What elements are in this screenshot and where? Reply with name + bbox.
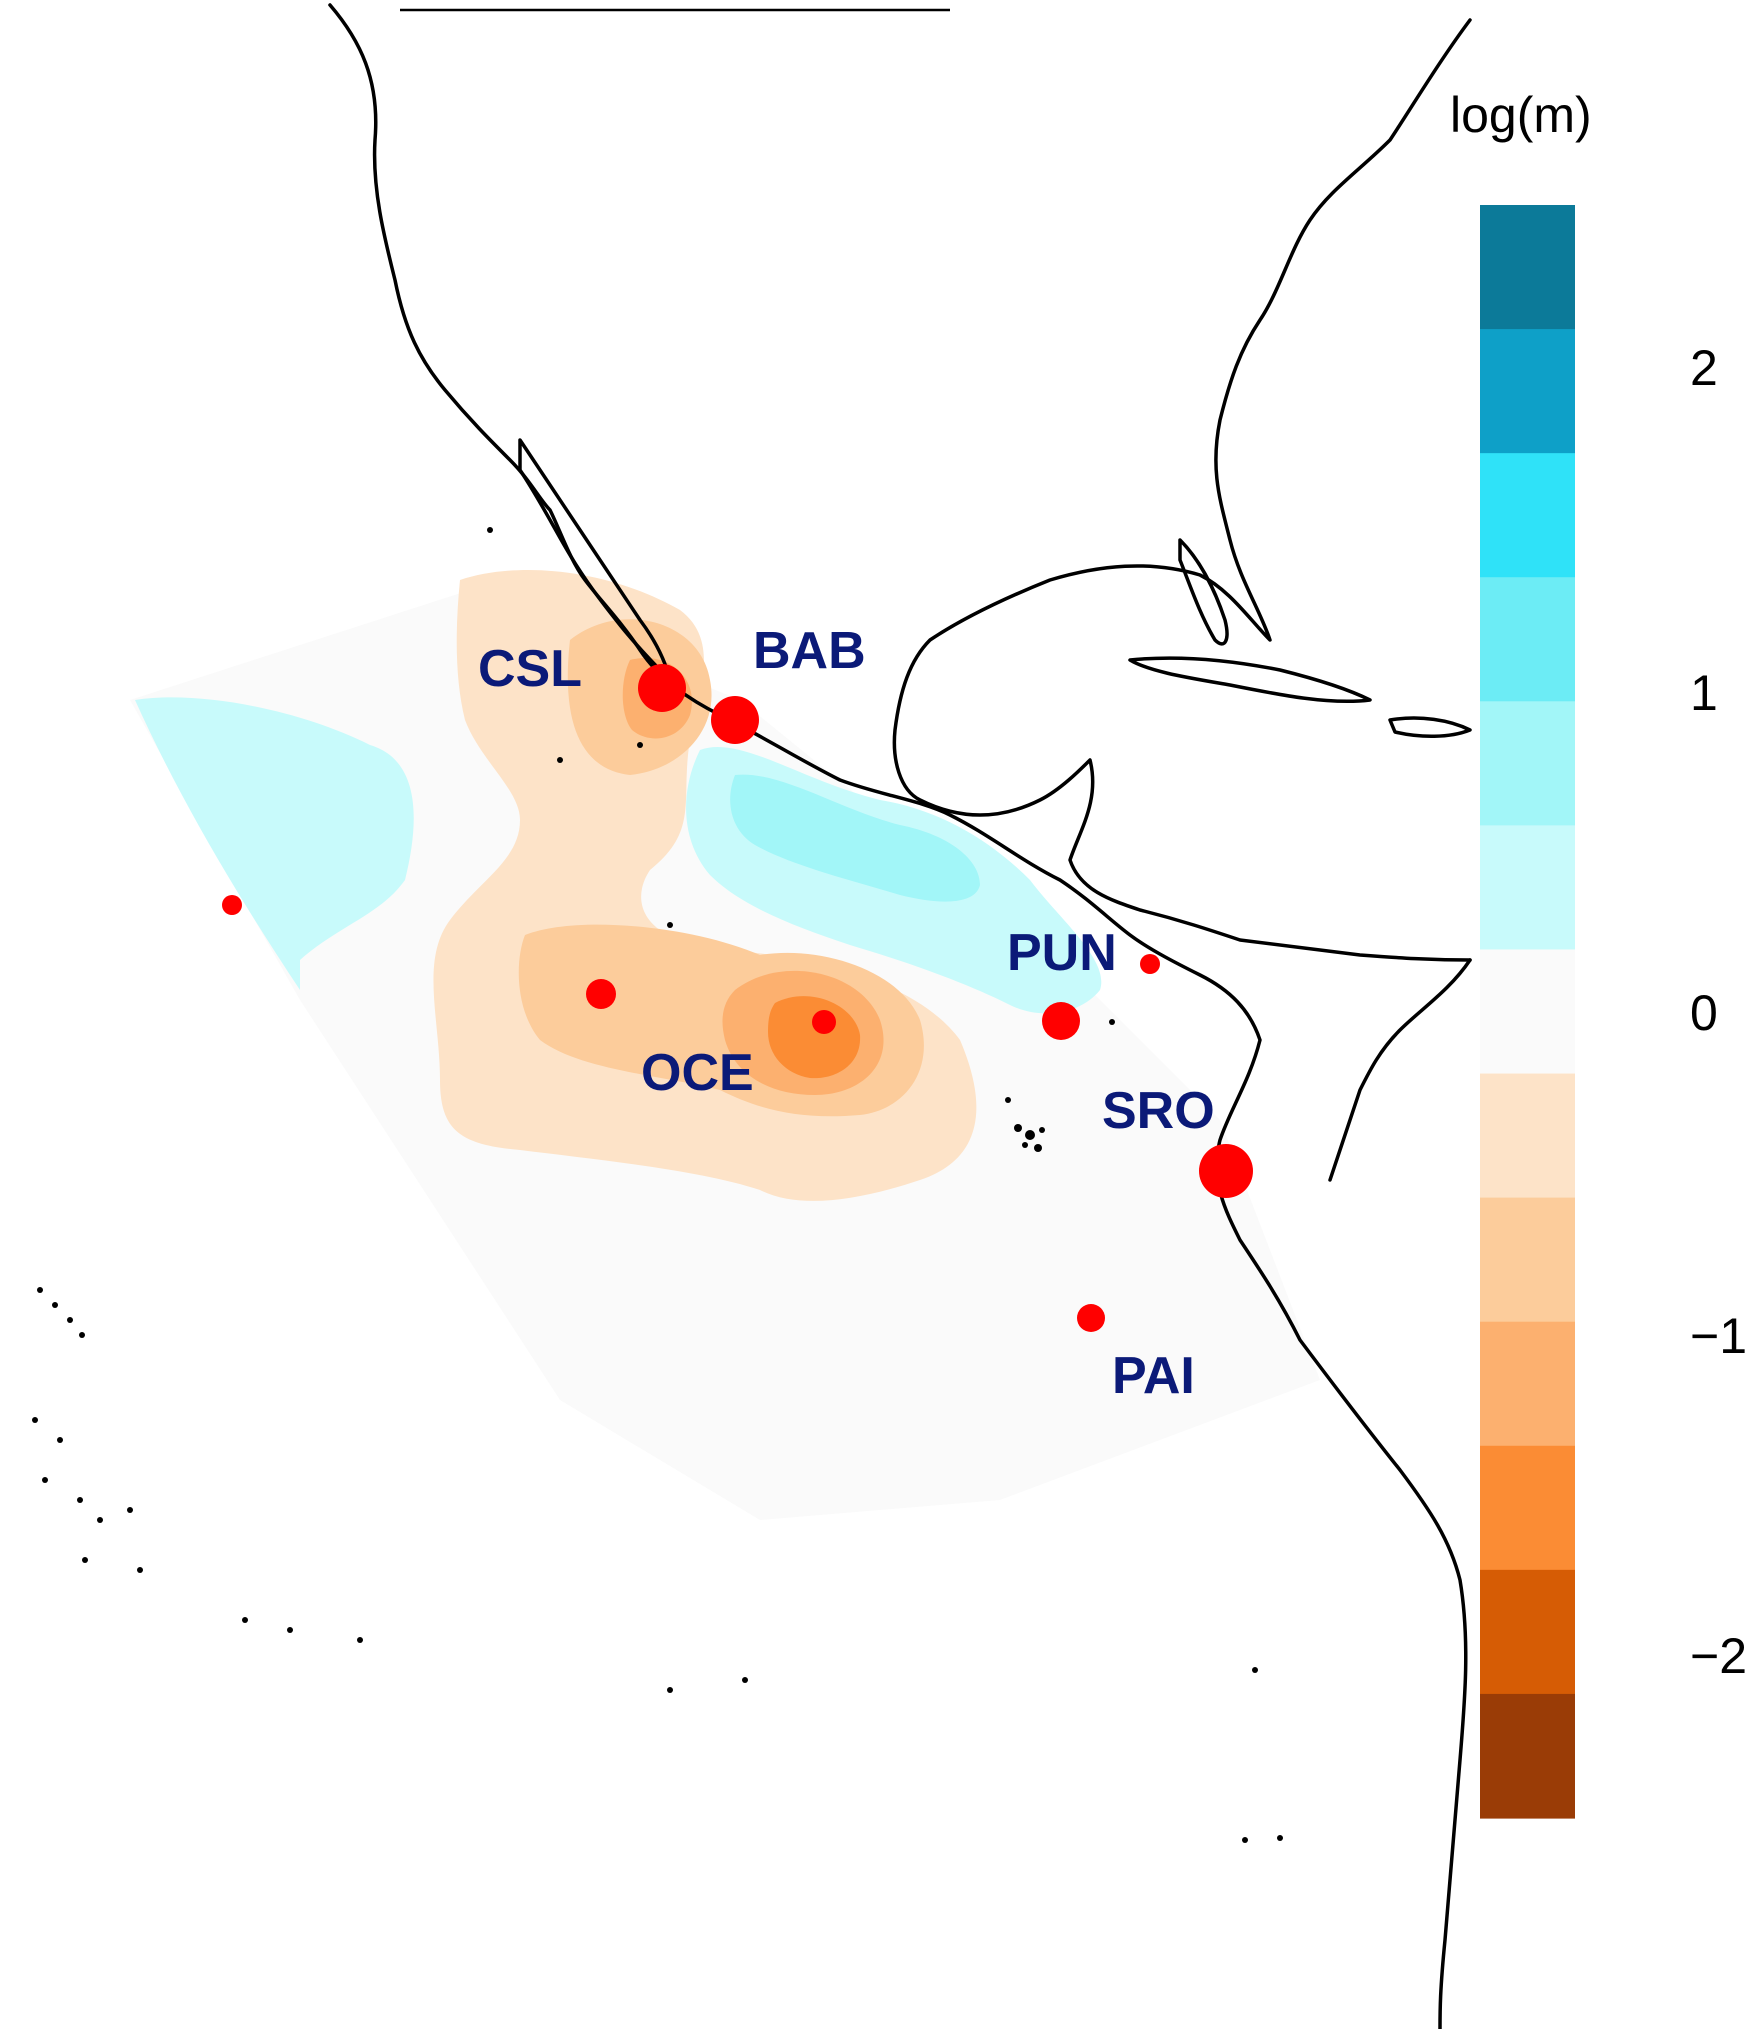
legend-bin-12: [1480, 1693, 1575, 1819]
legend-tick-neg2: −2: [1690, 1628, 1747, 1684]
legend-bin-9: [1480, 1321, 1575, 1447]
legend-tick-2: 2: [1690, 340, 1718, 396]
site-label-oce: OCE: [641, 1044, 754, 1102]
legend-bin-3: [1480, 577, 1575, 702]
legend-title: log(m): [1450, 87, 1592, 143]
site-markers: [222, 664, 1253, 1332]
hispaniola-island: [1388, 716, 1472, 739]
site-marker-pun[interactable]: [1140, 954, 1160, 974]
legend-tick-neg1: −1: [1690, 1308, 1747, 1364]
site-marker-oce-west[interactable]: [586, 979, 616, 1009]
legend-bin-8: [1480, 1197, 1575, 1323]
surface-positive-west: [135, 697, 414, 990]
site-label-csl: CSL: [478, 640, 582, 698]
legend-tick-1: 1: [1690, 665, 1718, 721]
legend-color-bar: [1480, 205, 1575, 1819]
cuba-island: [1128, 656, 1372, 704]
site-marker-west[interactable]: [222, 895, 242, 915]
legend-bin-10: [1480, 1445, 1575, 1571]
coastline-layer: [32, 3, 1472, 2029]
site-marker-oce[interactable]: [812, 1010, 836, 1034]
site-label-bab: BAB: [753, 622, 866, 680]
legend-bin-11: [1480, 1569, 1575, 1695]
atlantic-coastline: [892, 18, 1472, 962]
site-label-pai: PAI: [1112, 1347, 1195, 1405]
legend-bin-1: [1480, 329, 1575, 454]
site-label-sro: SRO: [1102, 1082, 1215, 1140]
legend-bin-7: [1480, 1073, 1575, 1199]
site-labels: CSL BAB PUN OCE SRO PAI: [478, 622, 1215, 1405]
surface-layer: [130, 570, 1320, 1520]
legend: log(m) 2 1 0 −1 −2: [1450, 87, 1747, 1819]
legend-bin-4: [1480, 701, 1575, 826]
legend-bin-6: [1480, 949, 1575, 1075]
site-marker-sro[interactable]: [1199, 1144, 1253, 1198]
site-marker-csl[interactable]: [638, 664, 686, 712]
pacific-islands: [32, 527, 1283, 1843]
surface-negative-oce-core: [768, 996, 861, 1079]
florida-peninsula: [1178, 538, 1229, 646]
legend-tick-0: 0: [1690, 985, 1718, 1041]
site-label-pun: PUN: [1007, 924, 1117, 982]
surface-positive-coast-inner: [730, 774, 980, 902]
south-america-coast: [1328, 958, 1472, 1182]
pacific-coastline: [328, 3, 1468, 2029]
site-marker-pun-offshore[interactable]: [1042, 1002, 1080, 1040]
site-marker-bab[interactable]: [711, 696, 759, 744]
legend-bin-0: [1480, 205, 1575, 330]
galapagos-islands: [1005, 1097, 1045, 1152]
legend-bin-2: [1480, 453, 1575, 578]
site-marker-pai[interactable]: [1077, 1304, 1105, 1332]
legend-bin-5: [1480, 825, 1575, 951]
